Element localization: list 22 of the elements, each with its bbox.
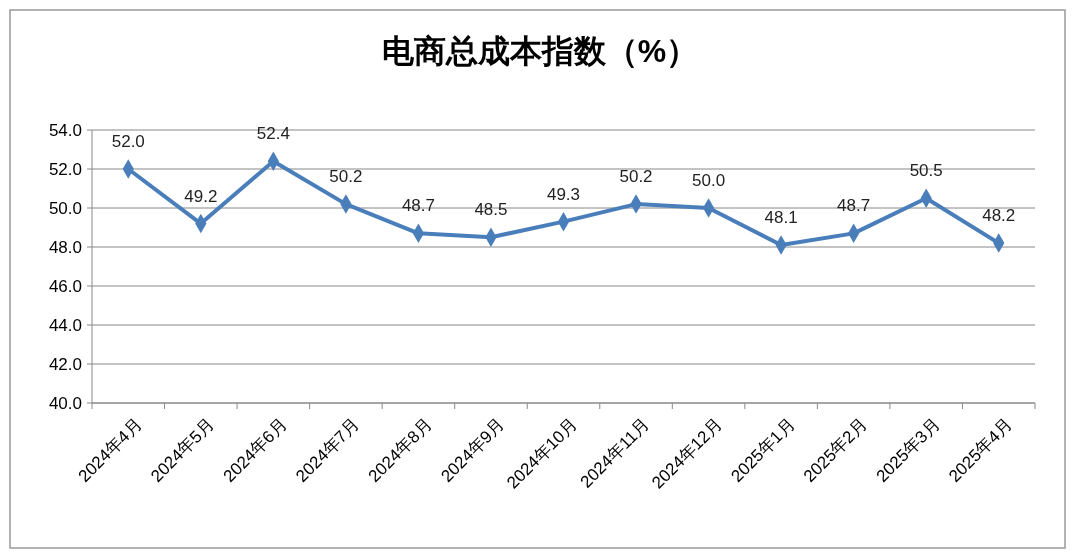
data-label: 48.1	[764, 208, 798, 228]
y-tick-label: 50.0	[48, 198, 82, 218]
data-label: 50.0	[692, 171, 726, 190]
y-tick-label: 40.0	[48, 393, 82, 413]
data-label: 49.3	[546, 184, 581, 204]
data-label: 50.2	[329, 167, 363, 187]
data-label: 48.5	[474, 200, 508, 220]
data-label: 52.0	[111, 132, 145, 151]
data-label: 48.7	[401, 196, 435, 216]
chart-title: 电商总成本指数（%）	[381, 33, 699, 69]
data-label: 50.2	[619, 167, 653, 187]
data-label: 49.2	[184, 186, 218, 206]
data-label: 48.7	[837, 196, 871, 216]
y-tick-label: 42.0	[48, 354, 82, 374]
y-tick-label: 44.0	[48, 315, 82, 335]
y-tick-label: 48.0	[48, 237, 82, 257]
data-label: 48.2	[982, 206, 1016, 226]
y-tick-label: 54.0	[48, 120, 82, 140]
y-tick-label: 46.0	[48, 276, 82, 296]
y-tick-label: 52.0	[48, 159, 82, 179]
data-label: 52.4	[256, 124, 290, 144]
data-label: 50.5	[909, 161, 943, 181]
